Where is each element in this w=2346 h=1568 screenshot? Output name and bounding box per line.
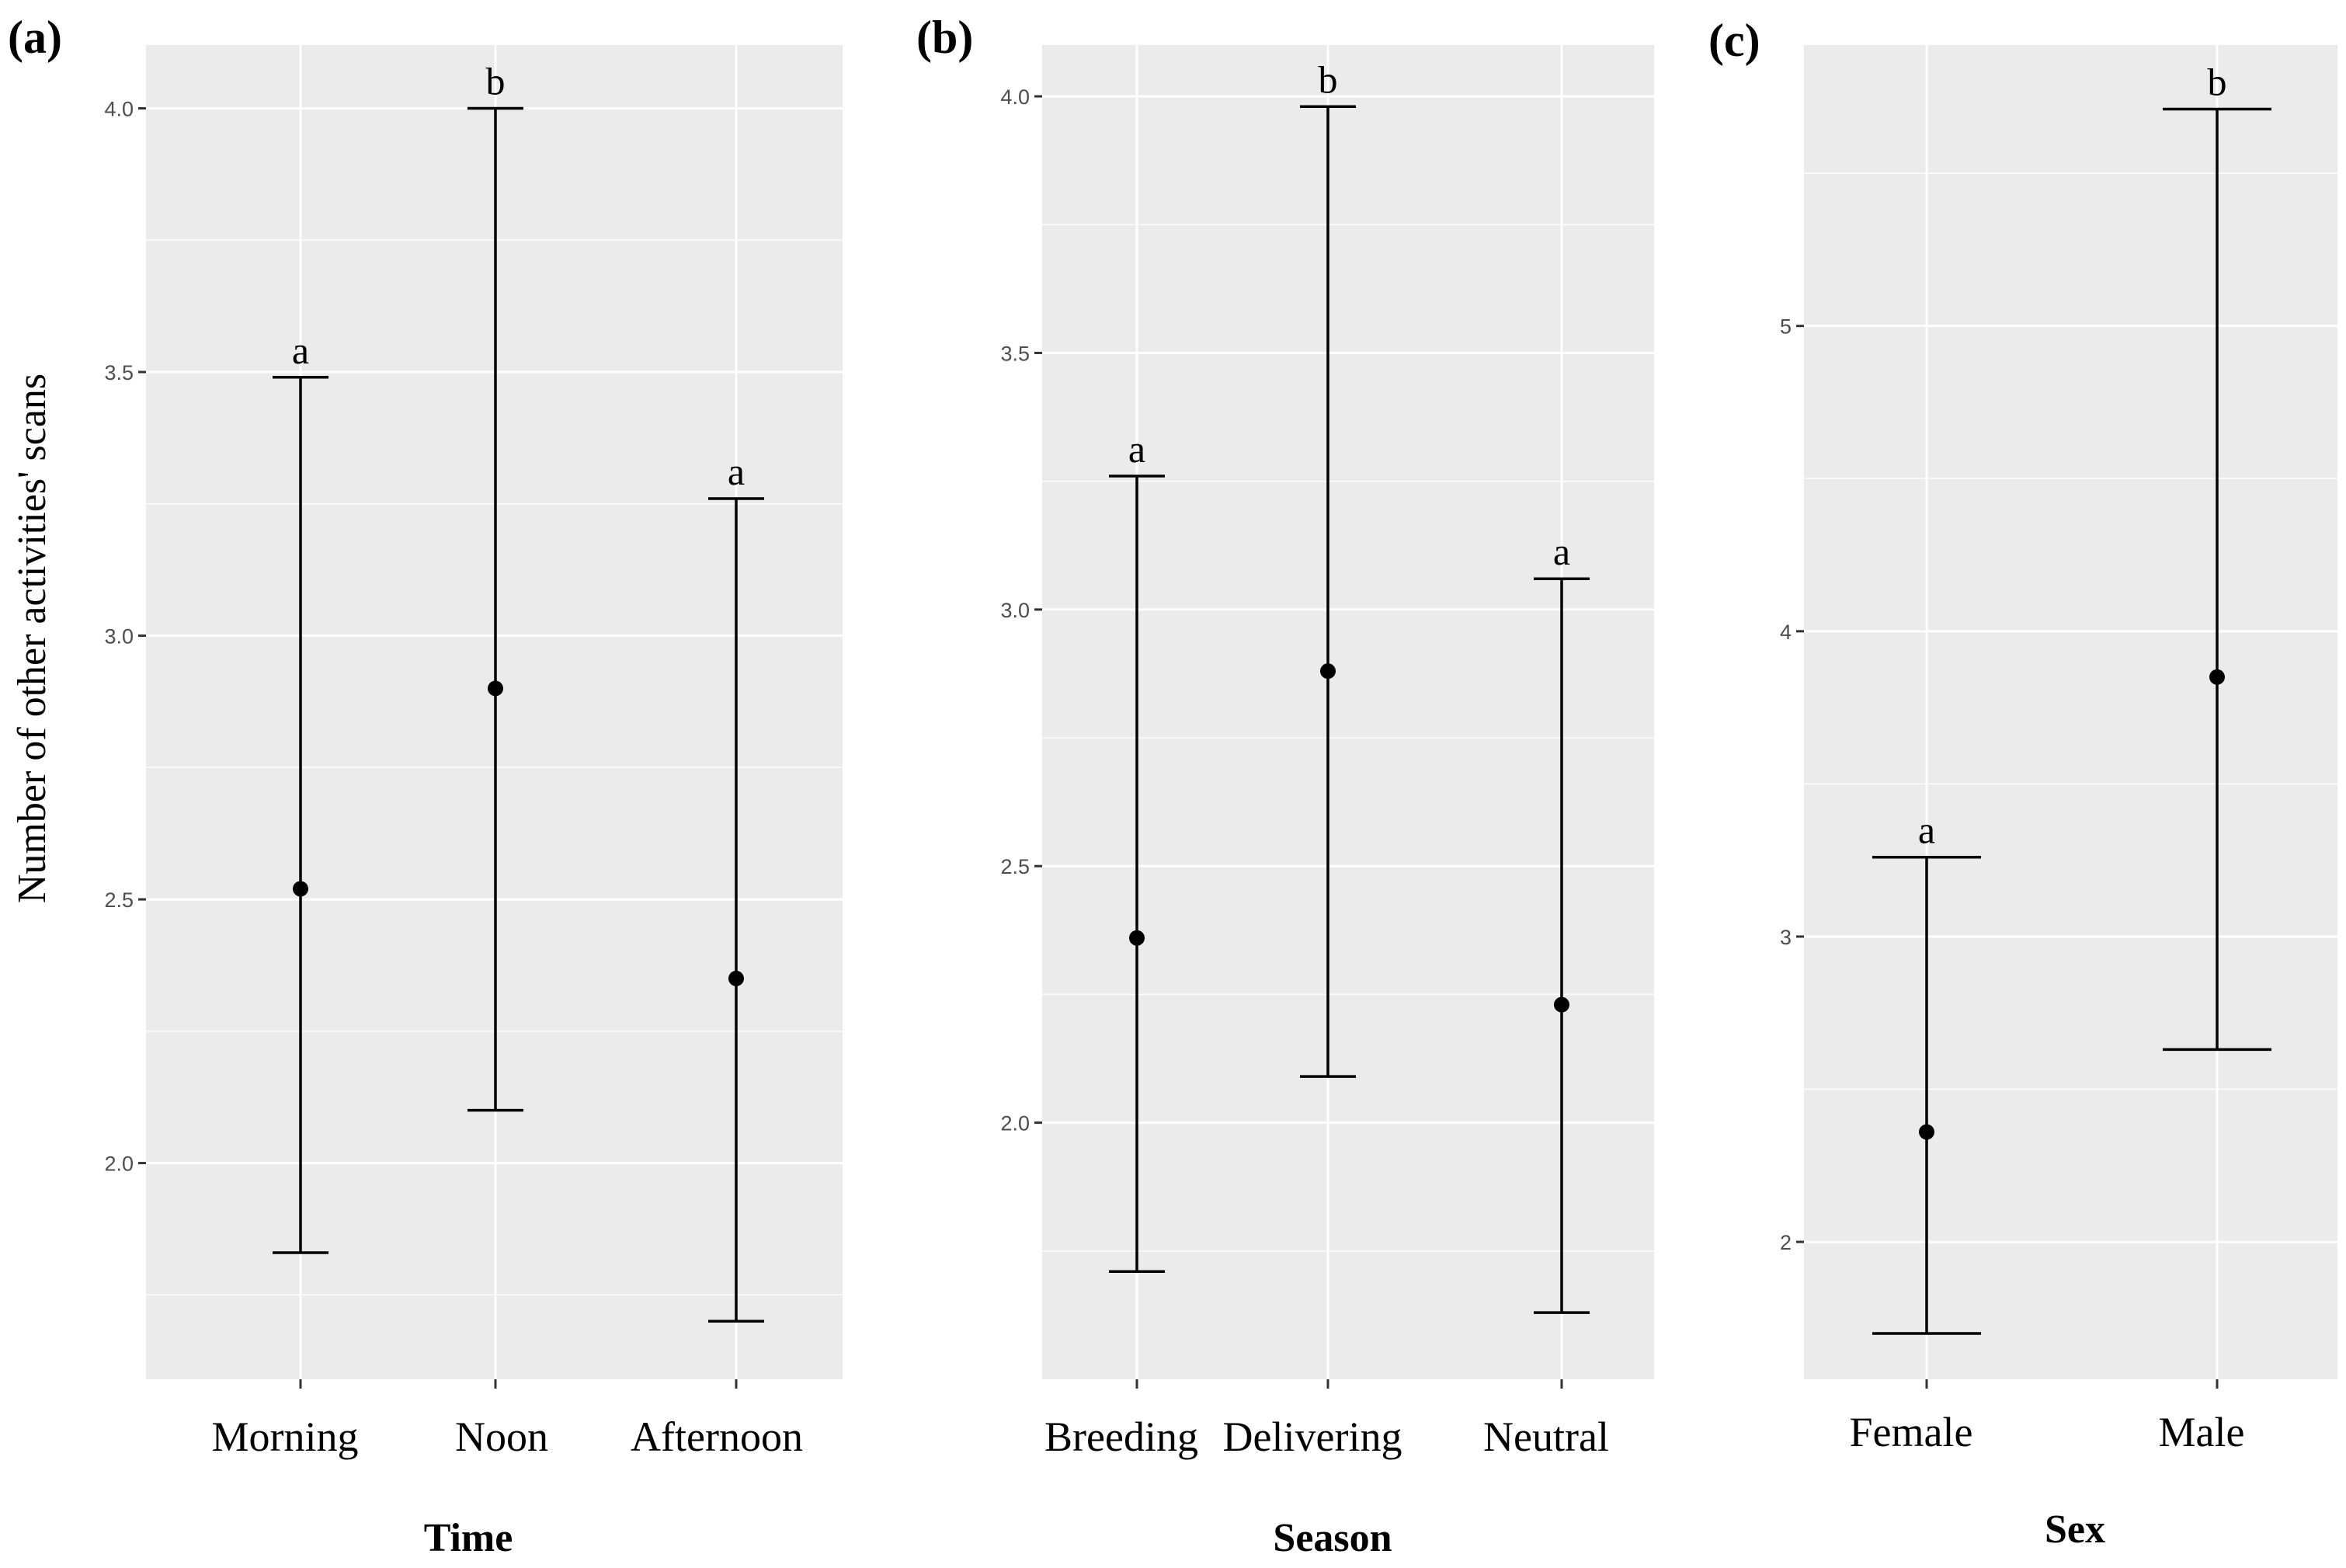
panel-label: (b)	[916, 12, 973, 63]
x-category-label: Female	[1850, 1409, 1973, 1455]
mean-point	[2209, 669, 2225, 685]
y-tick-label: 3	[1780, 926, 1792, 949]
chart-panel: 2.0 2.5 3.0 3.5 4.0 a Morning b Noon a Afternoon (a…	[8, 12, 843, 1560]
y-tick-label: 4.0	[104, 97, 134, 120]
mean-point	[728, 970, 744, 986]
y-axis-title: Number of other activities' scans	[10, 374, 54, 903]
x-axis-title: Season	[1273, 1516, 1392, 1560]
mean-point	[1919, 1124, 1934, 1140]
significance-letter: b	[2208, 61, 2227, 104]
significance-letter: b	[486, 59, 506, 103]
x-category-label: Neutral	[1483, 1413, 1609, 1460]
panel-label: (c)	[1708, 15, 1760, 66]
y-tick-label: 4.0	[1000, 85, 1030, 109]
significance-letter: a	[728, 450, 745, 493]
x-axis-title: Sex	[2045, 1507, 2105, 1552]
mean-point	[1554, 996, 1569, 1013]
y-tick-label: 2.0	[104, 1153, 134, 1176]
x-category-label: Afternoon	[631, 1413, 803, 1460]
mean-point	[293, 881, 308, 897]
y-tick-label: 2	[1780, 1231, 1792, 1254]
y-tick-label: 5	[1780, 315, 1792, 339]
mean-point	[1320, 663, 1336, 680]
significance-letter: a	[1128, 427, 1145, 471]
significance-letter: b	[1319, 57, 1338, 101]
y-tick-label: 3.0	[1000, 599, 1030, 622]
significance-letter: a	[292, 329, 309, 372]
x-axis-title: Time	[424, 1516, 513, 1560]
plot-background	[1042, 45, 1654, 1379]
x-category-label: Noon	[455, 1413, 548, 1460]
significance-letter: a	[1918, 808, 1935, 852]
y-tick-label: 2.5	[1000, 855, 1030, 878]
x-category-label: Morning	[212, 1413, 359, 1460]
y-tick-label: 2.0	[1000, 1112, 1030, 1135]
x-category-label: Breeding	[1044, 1413, 1198, 1460]
chart-panel: 2.0 2.5 3.0 3.5 4.0 a Breeding b Delivering a Neut…	[916, 12, 1654, 1560]
y-tick-label: 3.5	[104, 361, 134, 384]
mean-point	[1129, 930, 1145, 946]
panel-label: (a)	[8, 12, 62, 63]
y-tick-label: 4	[1780, 621, 1792, 644]
y-tick-label: 3.0	[104, 625, 134, 648]
chart-panel: 2 3 4 5 a Female b Male (c) Sex	[1708, 15, 2337, 1552]
y-tick-label: 2.5	[104, 888, 134, 912]
significance-letter: a	[1553, 530, 1570, 573]
x-category-label: Delivering	[1223, 1413, 1402, 1460]
plot-background	[1804, 45, 2337, 1379]
y-tick-label: 3.5	[1000, 342, 1030, 365]
x-category-label: Male	[2159, 1409, 2245, 1455]
mean-point	[488, 680, 503, 697]
